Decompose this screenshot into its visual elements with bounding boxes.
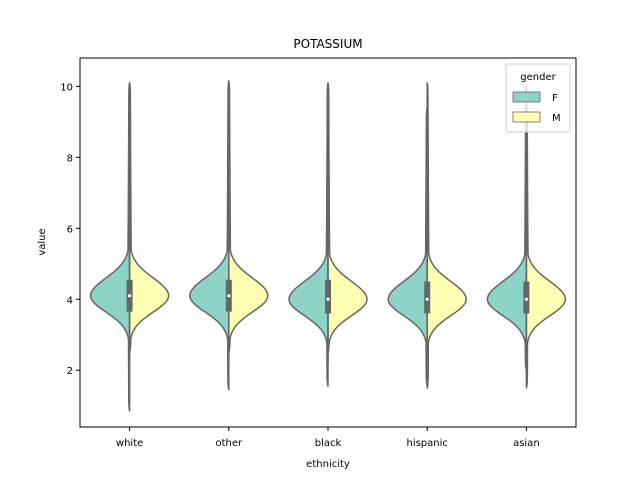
x-tick-label: asian [513, 438, 540, 449]
legend-label-m: M [552, 113, 561, 124]
x-axis-label: ethnicity [306, 459, 350, 470]
x-tick-label: white [116, 438, 143, 449]
iqr-box-hispanic [424, 281, 431, 314]
violin-f-black [288, 82, 329, 387]
boxes-layer [126, 229, 530, 365]
violin-m-black [327, 82, 368, 354]
iqr-box-asian [523, 281, 530, 314]
median-dot-other [227, 294, 231, 298]
median-dot-white [128, 294, 132, 298]
violin-m-other [228, 80, 269, 354]
legend-label-f: F [552, 93, 558, 104]
iqr-box-black [325, 279, 331, 314]
y-tick-label: 10 [60, 82, 73, 93]
legend: gender F M [505, 63, 571, 133]
violin-f-hispanic [387, 106, 428, 387]
y-tick-label: 2 [67, 366, 73, 377]
y-tick-label: 4 [67, 295, 73, 306]
violins-layer [89, 80, 567, 412]
violin-m-asian [525, 103, 567, 389]
y-tick-label: 8 [67, 153, 73, 164]
median-dot-hispanic [425, 297, 429, 301]
x-axis: white other black hispanic asian [116, 427, 540, 449]
x-tick-label: hispanic [406, 438, 447, 449]
y-tick-label: 6 [67, 224, 73, 235]
y-axis-label: value [37, 228, 48, 255]
violin-m-hispanic [426, 82, 467, 389]
median-dot-asian [524, 297, 529, 301]
y-axis: 2 4 6 8 10 [60, 82, 80, 377]
x-tick-label: black [315, 438, 342, 449]
legend-title: gender [520, 72, 556, 83]
violin-f-white [89, 82, 131, 412]
x-tick-label: other [215, 438, 243, 449]
median-dot-black [326, 297, 330, 301]
legend-swatch-m [512, 111, 541, 123]
chart-title: POTASSIUM [293, 37, 362, 51]
violin-f-other [189, 80, 230, 391]
legend-swatch-f [512, 91, 541, 103]
violin-m-white [128, 82, 170, 354]
